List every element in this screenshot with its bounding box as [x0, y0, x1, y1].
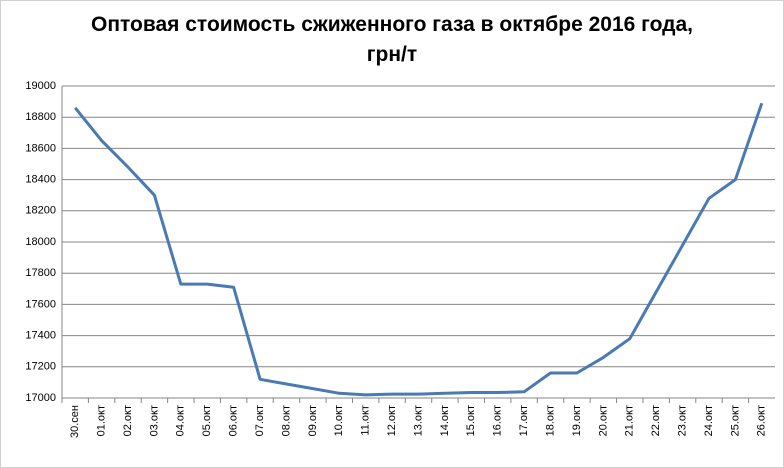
x-tick-label: 11.окт — [360, 405, 372, 436]
x-tick-label: 19.окт — [571, 405, 583, 436]
y-tick-label: 18000 — [25, 236, 56, 248]
x-tick-label: 20.окт — [597, 405, 609, 436]
y-tick-label: 18200 — [25, 205, 56, 217]
x-tick-label: 08.окт — [280, 405, 292, 436]
y-tick-label: 17400 — [25, 330, 56, 342]
x-tick-label: 09.окт — [307, 405, 319, 436]
x-tick-label: 21.окт — [624, 405, 636, 436]
y-tick-label: 19000 — [25, 80, 56, 92]
x-tick-label: 12.окт — [386, 405, 398, 436]
x-tick-label: 15.окт — [465, 405, 477, 436]
x-tick-label: 10.окт — [333, 405, 345, 436]
y-tick-label: 17600 — [25, 298, 56, 310]
x-tick-label: 04.окт — [175, 405, 187, 436]
y-tick-label: 17200 — [25, 361, 56, 373]
x-tick-label: 06.окт — [228, 405, 240, 436]
y-tick-label: 18800 — [25, 111, 56, 123]
y-tick-label: 17800 — [25, 267, 56, 279]
x-tick-label: 26.окт — [756, 405, 768, 436]
x-tick-label: 14.окт — [439, 405, 451, 436]
x-tick-label: 13.окт — [412, 405, 424, 436]
y-tick-label: 18600 — [25, 142, 56, 154]
x-tick-label: 03.окт — [148, 405, 160, 436]
y-tick-label: 18400 — [25, 174, 56, 186]
x-tick-label: 24.окт — [703, 405, 715, 436]
x-tick-label: 18.окт — [544, 405, 556, 436]
data-line — [74, 102, 764, 397]
x-tick-label: 25.окт — [729, 405, 741, 436]
x-tick-label: 22.окт — [650, 405, 662, 436]
x-tick-label: 23.окт — [676, 405, 688, 436]
x-tick-label: 05.окт — [201, 405, 213, 436]
x-tick-label: 17.окт — [518, 405, 530, 436]
x-tick-label: 16.окт — [492, 405, 504, 436]
y-tick-label: 17000 — [25, 392, 56, 404]
chart-title: Оптовая стоимость сжиженного газа в октя… — [91, 13, 693, 66]
x-tick-label: 30.сен — [69, 405, 81, 438]
x-tick-label: 01.окт — [96, 405, 108, 436]
x-tick-label: 02.окт — [122, 405, 134, 436]
x-tick-label: 07.окт — [254, 405, 266, 436]
